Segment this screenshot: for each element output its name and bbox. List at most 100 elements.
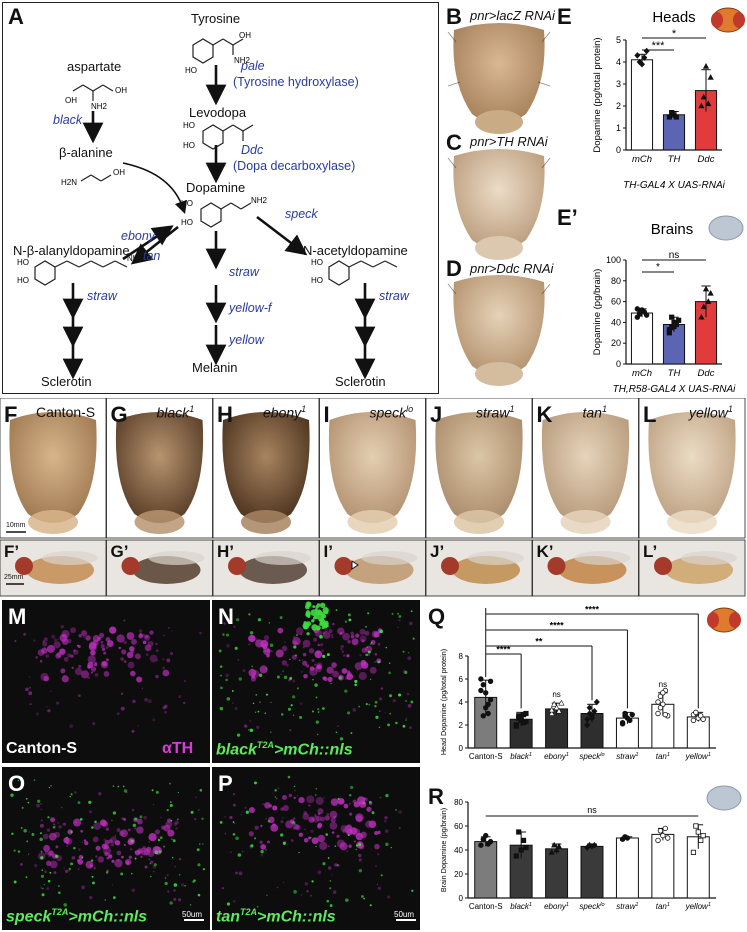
ebony-gene: ebony [121, 229, 156, 243]
bar [580, 845, 604, 899]
data-point [705, 298, 712, 304]
fly-eye [547, 557, 566, 575]
svg-text:OH: OH [239, 31, 251, 40]
y-tick-label: 20 [611, 338, 621, 348]
data-point [483, 832, 489, 839]
fly-eye [15, 557, 33, 575]
chart-e: 0 1 2 3 4 5 Dopamine (pg/total protein) mCh TH Dd… [592, 7, 745, 191]
data-point [548, 706, 555, 713]
genotype-k: tan1 [582, 404, 607, 421]
data-point [553, 704, 560, 711]
y-axis-label: Dopamine (pg/total protein) [592, 37, 603, 152]
y-tick-label: 20 [454, 870, 463, 879]
category-sup: lo [600, 902, 604, 908]
category-label: yellow1 [685, 752, 711, 761]
genotype-sup: 1 [601, 404, 607, 414]
pathway-arrows [62, 65, 376, 380]
panel-label-p: P [218, 771, 233, 796]
panel-label-d: D [446, 256, 462, 281]
data-point [634, 52, 641, 59]
category-label: Ddc [698, 154, 715, 165]
scale-text-fly: 25mm [4, 574, 24, 581]
thorax-d [453, 275, 545, 386]
data-point [624, 835, 631, 841]
panel-label-f2: F’ [4, 542, 20, 561]
panel-label-h2: H’ [217, 542, 234, 561]
data-point [480, 713, 486, 719]
levodopa-structure [202, 124, 254, 150]
svg-text:H2N: H2N [61, 178, 77, 187]
data-point [627, 717, 633, 724]
chart-q: 0 2 4 6 8 Head Dopamine (pg/total protein) Can… [439, 605, 741, 761]
data-point [551, 841, 558, 848]
category-label: mCh [632, 154, 652, 165]
panel-label-i: I [323, 402, 330, 427]
data-point [707, 289, 714, 296]
panel-label-b: B [446, 4, 462, 29]
data-point [698, 102, 705, 109]
genotype-g: black1 [156, 404, 195, 421]
fly-eye-icon [733, 12, 745, 28]
bar [545, 848, 569, 899]
y-tick-label: 3 [616, 79, 621, 89]
data-point [523, 718, 529, 725]
category-sup: lo [600, 752, 604, 758]
significance-label: **** [496, 645, 511, 655]
significance-label: ns [587, 805, 597, 815]
category-label: tan1 [656, 902, 670, 911]
svg-text:HO: HO [311, 258, 323, 267]
genotype-sup: lo [406, 404, 414, 414]
scutellum [454, 510, 504, 534]
data-point [643, 312, 650, 318]
chart-title: Heads [652, 9, 695, 26]
thorax-shape [222, 412, 310, 523]
sclerotin-right-label: Sclerotin [335, 374, 386, 389]
svg-text:OH: OH [115, 86, 127, 95]
fly-eye-icon [707, 612, 719, 628]
panel-label-q: Q [428, 604, 446, 629]
data-point [513, 853, 519, 859]
data-point [555, 842, 563, 849]
data-point [622, 713, 628, 719]
thorax-shape [648, 412, 736, 523]
y-axis-label: Brain Dopamine (pg/brain) [439, 808, 448, 892]
panel-label-k2: K’ [536, 542, 554, 561]
pathway-diagram: HO OH NH2 HO HO HO HO NH2 OH OH NH2 H2N OH [17, 31, 398, 380]
nbad-structure [34, 260, 128, 286]
data-point [548, 710, 555, 716]
data-point [641, 54, 648, 61]
ddc-enzyme: (Dopa decarboxylase) [233, 159, 356, 173]
y-tick-label: 2 [616, 101, 621, 111]
svg-text:HO: HO [183, 121, 195, 130]
category-sup: 1 [708, 752, 711, 758]
data-point [707, 73, 714, 80]
fly-eye-icon [711, 12, 723, 28]
data-point [619, 721, 626, 727]
category-label: Canton-S [469, 902, 503, 911]
svg-text:HO: HO [183, 141, 195, 150]
data-point [555, 707, 563, 714]
svg-text:OH: OH [113, 168, 125, 177]
category-label: straw1 [616, 902, 638, 911]
genotype-i: specklo [369, 404, 414, 421]
category-sup: 1 [566, 902, 569, 908]
data-point [676, 317, 682, 323]
brain-icon [708, 215, 744, 241]
svg-text:HO: HO [311, 276, 323, 285]
y-tick-label: 60 [611, 297, 621, 307]
panel-label-n: N [218, 604, 234, 629]
bar [651, 833, 675, 899]
significance-label: * [656, 262, 660, 273]
data-point [657, 705, 664, 711]
mutant-images [0, 398, 746, 597]
data-point [553, 846, 560, 853]
nada-structure [328, 260, 398, 286]
micro-m: Canton-S αTH [2, 600, 210, 763]
svg-text:NH2: NH2 [251, 196, 268, 205]
speck-gene: speck [285, 207, 318, 221]
scutellum [28, 510, 78, 534]
y-tick-label: 80 [611, 276, 621, 286]
y-tick-label: 40 [611, 317, 621, 327]
category-label: yellow1 [685, 902, 711, 911]
